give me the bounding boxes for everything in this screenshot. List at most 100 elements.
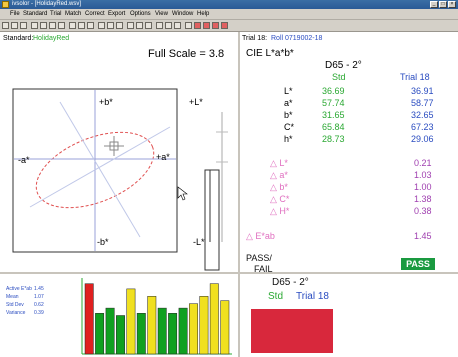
window-buttons: _ □ × bbox=[430, 1, 456, 8]
row-l-std: 36.69 bbox=[322, 86, 345, 96]
color-difference-plot bbox=[12, 88, 228, 271]
standard-name: HolidayRed bbox=[33, 35, 70, 42]
menu-standard[interactable]: Standard bbox=[23, 11, 48, 17]
standard-label: Standard: bbox=[3, 35, 34, 42]
color-swatch bbox=[251, 309, 333, 353]
row-a-trial: 58.77 bbox=[411, 98, 434, 108]
tolerance-icon[interactable] bbox=[145, 22, 152, 29]
copy-icon[interactable] bbox=[49, 22, 56, 29]
table-icon[interactable] bbox=[107, 22, 114, 29]
plus-b-label: +b* bbox=[99, 97, 113, 107]
stat-value: 1.07 bbox=[34, 294, 44, 300]
batch-icon[interactable] bbox=[174, 22, 181, 29]
trial-label: Trial 18: bbox=[242, 35, 268, 42]
horizontal-divider bbox=[0, 272, 458, 274]
l-axis-frame bbox=[204, 169, 220, 271]
delta-a-label: △ a* bbox=[270, 170, 288, 180]
row-b-std: 31.65 bbox=[322, 110, 345, 120]
graph-icon[interactable] bbox=[98, 22, 105, 29]
trial-icon[interactable] bbox=[87, 22, 94, 29]
toolbar bbox=[0, 20, 458, 32]
hue-line-2 bbox=[29, 126, 171, 208]
bottom-illuminant: D65 - 2° bbox=[272, 277, 309, 288]
row-l-label: L* bbox=[284, 86, 293, 96]
measure-icon[interactable] bbox=[69, 22, 76, 29]
delta-h-label: △ H* bbox=[270, 206, 290, 216]
trial-bar bbox=[147, 296, 157, 355]
standard-icon[interactable] bbox=[78, 22, 85, 29]
open-icon[interactable] bbox=[11, 22, 18, 29]
stat-row: Std Dev 0.62 bbox=[6, 302, 44, 308]
print-icon[interactable] bbox=[31, 22, 38, 29]
zoom-icon[interactable] bbox=[127, 22, 134, 29]
record-icon[interactable] bbox=[203, 22, 210, 29]
menu-trial[interactable]: Trial bbox=[50, 11, 62, 17]
menu-help[interactable]: Help bbox=[197, 11, 210, 17]
bottom-trial-label: Trial 18 bbox=[296, 291, 329, 302]
menu-match[interactable]: Match bbox=[65, 11, 82, 17]
trial-bar bbox=[136, 313, 146, 355]
plus-a-label: +a* bbox=[156, 152, 170, 162]
full-scale-label: Full Scale = 3.8 bbox=[148, 48, 225, 60]
trial-bar bbox=[168, 313, 178, 355]
trial-bar bbox=[126, 288, 136, 355]
delta-l-value: 0.21 bbox=[414, 158, 432, 168]
trial-bar-chart bbox=[81, 278, 232, 355]
row-c-label: C* bbox=[284, 122, 295, 132]
delta-c-value: 1.38 bbox=[414, 194, 432, 204]
bottom-std-label: Std bbox=[268, 291, 284, 302]
row-b-label: b* bbox=[284, 110, 293, 120]
mouse-cursor-icon bbox=[177, 186, 188, 201]
maximize-button[interactable]: □ bbox=[439, 1, 447, 8]
trial-bar bbox=[199, 296, 209, 355]
report-icon[interactable] bbox=[212, 22, 219, 29]
menu-view[interactable]: View bbox=[155, 11, 168, 17]
passfail-label-1: PASS/ bbox=[246, 253, 272, 263]
export-icon[interactable] bbox=[221, 22, 228, 29]
delta-b-label: △ b* bbox=[270, 182, 288, 192]
center-divider bbox=[238, 32, 240, 357]
col-std-header: Std bbox=[332, 72, 346, 82]
passfail-label-2: FAIL bbox=[254, 264, 273, 274]
stat-row: Variance 0.39 bbox=[6, 310, 44, 316]
trial-bar bbox=[105, 307, 115, 355]
plus-l-label: +L* bbox=[189, 97, 203, 107]
trial-bar bbox=[95, 313, 105, 355]
stat-value: 1.45 bbox=[34, 286, 44, 292]
close-button[interactable]: × bbox=[448, 1, 456, 8]
menu-export[interactable]: Export bbox=[108, 11, 126, 17]
menu-correct[interactable]: Correct bbox=[85, 11, 105, 17]
row-h-trial: 29.06 bbox=[411, 134, 434, 144]
color-icon[interactable] bbox=[136, 22, 143, 29]
menu-window[interactable]: Window bbox=[172, 11, 194, 17]
help-icon[interactable] bbox=[185, 22, 192, 29]
delta-e-value: 1.45 bbox=[414, 231, 432, 241]
menu-options[interactable]: Options bbox=[130, 11, 151, 17]
row-c-std: 65.84 bbox=[322, 122, 345, 132]
row-b-trial: 32.65 bbox=[411, 110, 434, 120]
trial-bar bbox=[220, 300, 230, 355]
hue-line-1 bbox=[59, 101, 141, 238]
delta-h-value: 0.38 bbox=[414, 206, 432, 216]
delta-b-value: 1.00 bbox=[414, 182, 432, 192]
correct-icon[interactable] bbox=[165, 22, 172, 29]
row-a-std: 57.74 bbox=[322, 98, 345, 108]
spectral-icon[interactable] bbox=[116, 22, 123, 29]
delta-c-label: △ C* bbox=[270, 194, 290, 204]
cut-icon[interactable] bbox=[40, 22, 47, 29]
match-icon[interactable] bbox=[156, 22, 163, 29]
stat-name: Variance bbox=[6, 310, 26, 316]
stat-name: Std Dev bbox=[6, 302, 24, 308]
color-space-label: CIE L*a*b* bbox=[246, 48, 294, 59]
row-h-label: h* bbox=[284, 134, 293, 144]
stop-icon[interactable] bbox=[194, 22, 201, 29]
paste-icon[interactable] bbox=[58, 22, 65, 29]
app-icon bbox=[2, 1, 9, 8]
delta-e-label: △ E*ab bbox=[246, 231, 275, 241]
trial-bar bbox=[116, 315, 125, 355]
save-icon[interactable] bbox=[20, 22, 27, 29]
minimize-button[interactable]: _ bbox=[430, 1, 438, 8]
menu-file[interactable]: File bbox=[10, 11, 20, 17]
stat-value: 0.62 bbox=[34, 302, 44, 308]
new-icon[interactable] bbox=[2, 22, 9, 29]
